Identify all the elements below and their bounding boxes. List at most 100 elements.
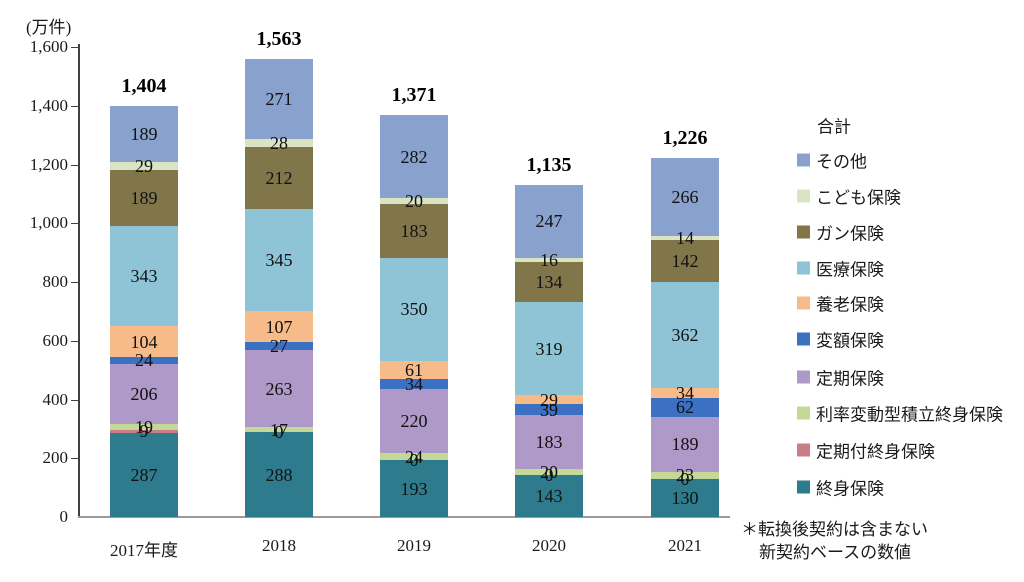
bar-segment-ガン保険 [380,204,448,258]
bar-segment-value: 130 [671,487,699,508]
y-axis-tick-mark [71,223,78,225]
legend-item-label: 終身保険 [816,479,884,499]
bar-segment-終身保険 [515,474,583,517]
bar-segment-定期保険 [245,350,313,428]
bar-segment-value: 0 [680,468,690,489]
bar-segment-医療保険 [380,257,448,361]
y-axis-tick-mark [71,340,78,342]
bar-segment-変額保険 [245,342,313,351]
bar-segment-value: 288 [265,464,293,485]
bar-segment-value: 9 [139,421,149,442]
y-axis-tick-label: 1,200 [29,154,68,174]
legend-item: 利率変動型積立終身保険 [797,401,1003,426]
footnote-line-2: 新契約ベースの数値 [759,543,912,562]
legend-item-label: こども保険 [816,188,901,208]
bar-segment-定期保険 [380,388,448,454]
bar-segment-value: 29 [540,389,558,410]
bar-segment-養老保険 [651,388,719,399]
bar-segment-value: 39 [540,399,558,420]
legend-item: 定期付終身保険 [797,438,935,463]
bar-segment-医療保険 [110,225,178,327]
bar-segment-ガン保険 [110,170,178,226]
bar-segment-value: 345 [265,250,293,271]
bar-segment-利率変動型積立終身保険 [380,453,448,461]
bar-segment-value: 193 [400,478,428,499]
bar-segment-定期保険 [110,363,178,425]
bar-segment-こども保険 [651,236,719,241]
bar-segment-value: 183 [535,432,563,453]
legend-item: 医療保険 [797,256,884,281]
bar-segment-value: 27 [270,336,288,357]
legend-swatch-icon [797,480,810,494]
bar-segment-value: 0 [409,450,419,471]
y-axis-tick-label: 600 [42,330,69,350]
bar-segment-こども保険 [380,198,448,205]
bar-segment-変額保険 [651,398,719,417]
legend-item-label: ガン保険 [816,224,884,244]
y-axis-tick-mark [71,164,78,166]
bar-segment-value: 189 [130,187,158,208]
y-axis-tick-label: 1,000 [29,213,68,233]
bar-segment-その他 [515,185,583,258]
x-axis-category-label: 2019 [397,536,431,555]
bar-segment-利率変動型積立終身保険 [515,469,583,475]
bar-segment-医療保険 [245,209,313,311]
bar-segment-こども保険 [245,138,313,148]
bar-segment-value: 189 [130,123,158,144]
bar-segment-value: 206 [130,384,158,405]
bar-segment-定期保険 [515,415,583,470]
x-axis-category-label: 2017年度 [110,541,178,560]
bar-segment-value: 263 [265,378,293,399]
bar-segment-こども保険 [110,161,178,171]
legend-item-label: 利率変動型積立終身保険 [816,405,1003,425]
legend-item-label: 定期付終身保険 [816,442,935,462]
bar-segment-医療保険 [651,282,719,389]
bar-segment-value: 362 [671,325,699,346]
legend-item-label: 変額保険 [816,331,884,351]
bar-segment-value: 34 [676,383,694,404]
footnote-line-1: ＊転換後契約は含まない [741,520,928,539]
bar-segment-変額保険 [515,403,583,416]
bar-segment-value: 183 [400,221,428,242]
bar-segment-value: 62 [676,397,694,418]
bar-segment-value: 0 [544,464,554,485]
bar-total-label: 1,135 [526,154,572,177]
legend-swatch-icon [797,370,810,384]
bar-segment-value: 143 [535,485,563,506]
y-axis-line [78,44,80,517]
bar-segment-ガン保険 [245,147,313,210]
bar-segment-value: 142 [671,251,699,272]
bar-segment-value: 24 [405,446,423,467]
legend-item: 定期保険 [797,365,884,390]
bar-segment-value: 0 [274,422,284,443]
bar-segment-value: 34 [405,373,423,394]
bar-segment-value: 24 [135,350,153,371]
bar-segment-養老保険 [110,326,178,357]
bar-segment-定期付終身保険 [110,430,178,433]
x-axis-category-label: 2020 [532,536,566,555]
y-axis-tick-label: 400 [42,389,69,409]
bar-segment-その他 [245,59,313,139]
legend-item: 変額保険 [797,327,884,352]
bar-segment-value: 28 [270,133,288,154]
bar-segment-養老保険 [245,310,313,343]
bar-total-label: 1,371 [391,84,437,107]
legend-item: ガン保険 [797,220,884,245]
legend-item-label: 医療保険 [816,260,884,280]
bar-segment-利率変動型積立終身保険 [651,472,719,479]
x-axis-category-label: 2021 [668,536,702,555]
bar-segment-value: 212 [265,168,293,189]
y-axis-unit-label: (万件) [26,18,72,37]
y-axis-tick-mark [71,105,78,107]
bar-segment-value: 16 [540,249,558,270]
bar-segment-医療保険 [515,301,583,396]
legend-swatch-icon [797,332,810,346]
bar-segment-終身保険 [110,432,178,517]
legend-swatch-icon [797,443,810,457]
bar-segment-value: 107 [265,316,293,337]
legend-item-label: その他 [816,152,867,172]
y-axis-tick-label: 1,400 [29,95,68,115]
bar-segment-value: 343 [130,265,158,286]
legend-item: 終身保険 [797,475,884,500]
